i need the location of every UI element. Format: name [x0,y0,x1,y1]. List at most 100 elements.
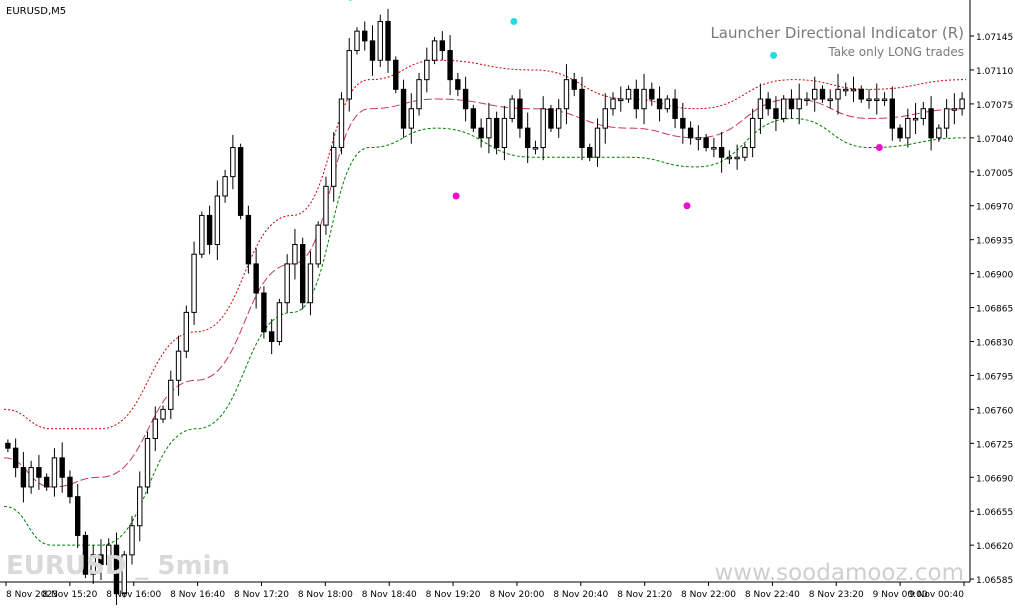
candle-body [672,98,678,119]
candle-body [780,98,787,119]
candle-body [222,176,228,197]
lower-band-line [3,117,967,546]
candle-body [214,195,221,246]
candle-body [579,88,585,149]
candle-body [509,98,515,119]
candle-body [455,79,461,90]
y-tick-label: 1.06935 [976,237,1013,247]
candle-body [532,147,539,150]
candle-body [168,379,174,410]
candle-body [749,117,756,149]
candle-body [517,98,523,129]
signal-down-dot [875,144,883,152]
x-tick-label: 8 Nov 15:20 [42,590,97,600]
candle-body [548,108,554,129]
y-tick-label: 1.07005 [976,169,1013,179]
candle-body [618,98,624,102]
candle-body [943,108,950,129]
candle-body [28,467,34,488]
x-tick-label: 8 Nov 16:40 [170,590,225,600]
candle-body [765,98,771,110]
candle-body [206,214,213,246]
candle-body [408,108,414,129]
candle-body [734,156,740,160]
candle-body [633,88,639,110]
candle-body [323,185,329,226]
candle-body [470,108,477,129]
candle-body [292,244,298,265]
candle-body [571,79,577,90]
candle-body [556,108,562,129]
y-tick-label: 1.06585 [976,576,1013,586]
signal-down-dot [683,202,691,210]
candle-body [757,98,764,119]
candle-body [656,98,663,110]
candle-body [788,98,795,110]
candle-body [253,263,259,294]
candle-body [82,534,89,575]
y-tick-label: 1.06830 [976,338,1013,348]
candle-body [563,79,570,110]
candle-body [51,457,58,488]
candle-body [905,117,911,139]
candle-body [191,253,197,313]
candle-body [625,88,632,100]
candle-body [137,486,143,527]
y-tick-label: 1.06760 [976,406,1013,416]
candle-body [680,117,686,129]
x-tick-label: 8 Nov 18:40 [362,590,417,600]
candle-body [12,447,19,469]
candle-body [486,117,492,139]
candle-body [858,88,864,100]
candle-body [75,496,81,536]
candle-body [889,98,895,129]
candle-body [400,88,407,129]
candle-body [113,544,120,595]
candle-body [540,108,546,149]
candle-body [36,467,42,478]
candle-body [850,88,857,92]
x-tick-label: 8 Nov 2023 [6,590,58,600]
candle-body [20,467,27,488]
x-tick-label: 8 Nov 23:20 [809,590,864,600]
candle-body [866,98,872,102]
candle-body [610,98,616,110]
candle-body [447,50,453,81]
candle-body [687,127,694,139]
candle-body [237,147,244,216]
candle-body [936,127,942,139]
candle-body [338,98,345,149]
candle-body [315,224,321,265]
candle-body [796,98,802,110]
price-axis: 1.07145 1.07110 1.07075 1.07040 1.07005 1.069… [970,33,1013,586]
candle-body [230,147,236,178]
indicator-title: Launcher Directional Indicator (R) [710,24,964,42]
candle-body [331,147,337,187]
x-tick-label: 8 Nov 18:00 [298,590,353,600]
y-tick-label: 1.07075 [976,101,1013,111]
candle-body [90,554,96,575]
indicator-subtitle: Take only LONG trades [827,45,964,59]
candle-body [261,292,267,333]
y-tick-label: 1.06970 [976,203,1013,213]
candle-body [416,79,422,110]
y-tick-label: 1.06865 [976,305,1013,315]
x-tick-label: 9 Nov 00:00 [873,590,928,600]
candle-body [152,418,158,439]
candle-body [431,40,438,61]
candle-body [587,147,593,158]
candle-body [835,88,841,100]
candle-body [43,476,50,488]
candle-body [649,88,655,100]
candle-body [199,214,205,255]
signal-up-dot [510,17,518,25]
x-tick-label: 8 Nov 20:00 [489,590,544,600]
y-tick-label: 1.07040 [976,135,1013,145]
candle-body [812,88,818,100]
candle-body [369,40,376,61]
signal-down-dot [452,192,460,200]
y-tick-label: 1.06900 [976,271,1013,281]
candle-body [98,554,104,566]
